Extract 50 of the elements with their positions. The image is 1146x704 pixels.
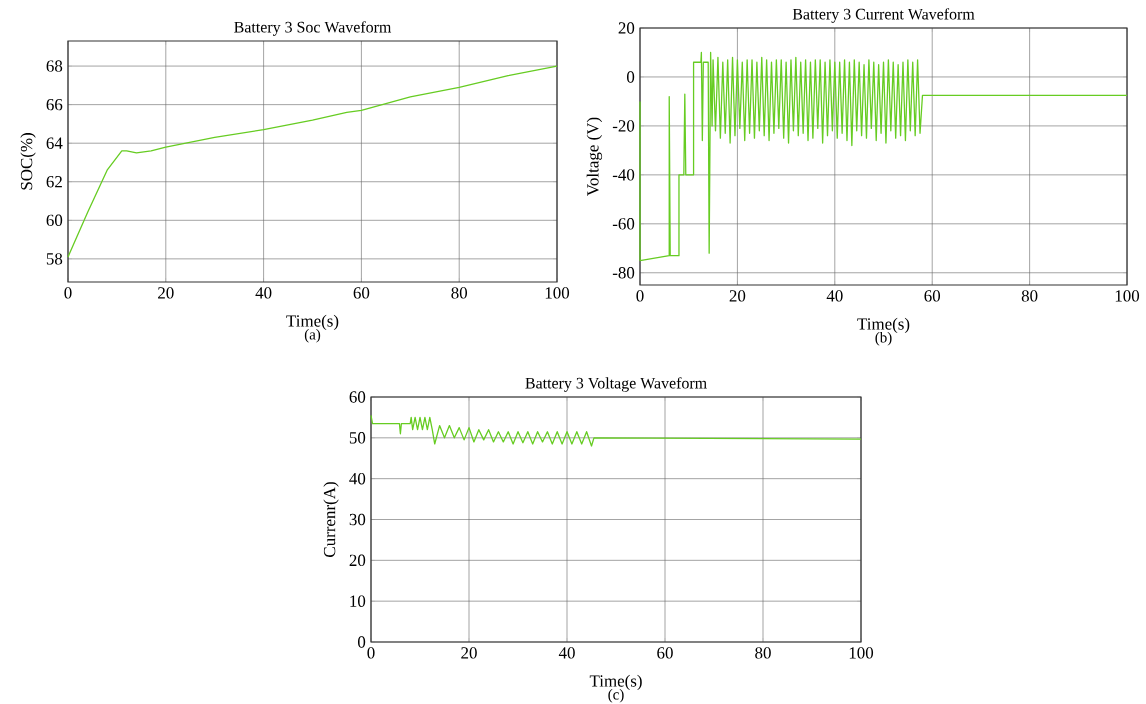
- chart-title: Battery 3 Current Waveform: [792, 8, 975, 23]
- x-tick-label: 60: [924, 290, 941, 302]
- x-tick-label: 100: [1115, 290, 1140, 302]
- x-tick-label: 0: [64, 287, 72, 299]
- y-tick-label: 10: [350, 595, 366, 607]
- y-tick-label: 58: [46, 253, 63, 265]
- y-tick-label: 50: [349, 432, 366, 444]
- x-tick-label: 20: [729, 290, 746, 302]
- y-tick-label: 40: [349, 472, 366, 485]
- chart-title: Battery 3 Voltage Waveform: [525, 377, 707, 392]
- y-tick-label: 30: [349, 513, 366, 526]
- y-axis-title: Currenr(A): [323, 482, 339, 557]
- x-tick-label: 20: [158, 287, 174, 299]
- x-tick-label: 0: [367, 647, 375, 659]
- x-axis-title: Time(s): [286, 314, 339, 331]
- chart-title: Battery 3 Soc Waveform: [234, 21, 392, 36]
- y-tick-label: -80: [612, 267, 635, 279]
- line-series: [370, 414, 862, 447]
- x-axis-title: Time(s): [857, 317, 910, 334]
- x-tick-label: 20: [461, 647, 477, 659]
- x-tick-label: 40: [255, 287, 272, 299]
- y-axis-title: Voltage (V): [586, 117, 603, 196]
- y-tick-label: 20: [618, 22, 635, 34]
- y-tick-label: 60: [349, 391, 366, 403]
- x-tick-label: 80: [451, 287, 468, 299]
- x-axis-title: Time(s): [589, 674, 642, 691]
- y-tick-label: 60: [46, 214, 63, 227]
- x-tick-label: 80: [755, 647, 771, 659]
- y-tick-label: 66: [46, 98, 63, 111]
- x-tick-label: 60: [657, 647, 673, 659]
- text: (a): [304, 329, 321, 343]
- y-tick-label: -20: [612, 120, 635, 132]
- x-tick-label: 100: [545, 287, 570, 299]
- y-tick-label: 64: [46, 137, 63, 149]
- x-tick-label: 0: [636, 290, 644, 302]
- x-tick-label: 80: [1021, 290, 1038, 302]
- x-tick-label: 40: [826, 290, 843, 302]
- y-axis-title: SOC(%): [20, 133, 36, 190]
- y-tick-label: -40: [612, 169, 635, 181]
- y-tick-label: 62: [46, 176, 62, 188]
- x-tick-label: 40: [558, 647, 575, 659]
- y-tick-label: 0: [358, 636, 366, 648]
- y-tick-label: 0: [627, 71, 635, 83]
- text: (c): [608, 689, 624, 703]
- line-series: [639, 51, 1128, 262]
- y-tick-label: -60: [612, 218, 635, 230]
- x-tick-label: 100: [849, 647, 874, 659]
- y-tick-label: 20: [349, 554, 366, 567]
- text: (b): [875, 332, 892, 346]
- y-tick-label: 68: [46, 60, 63, 72]
